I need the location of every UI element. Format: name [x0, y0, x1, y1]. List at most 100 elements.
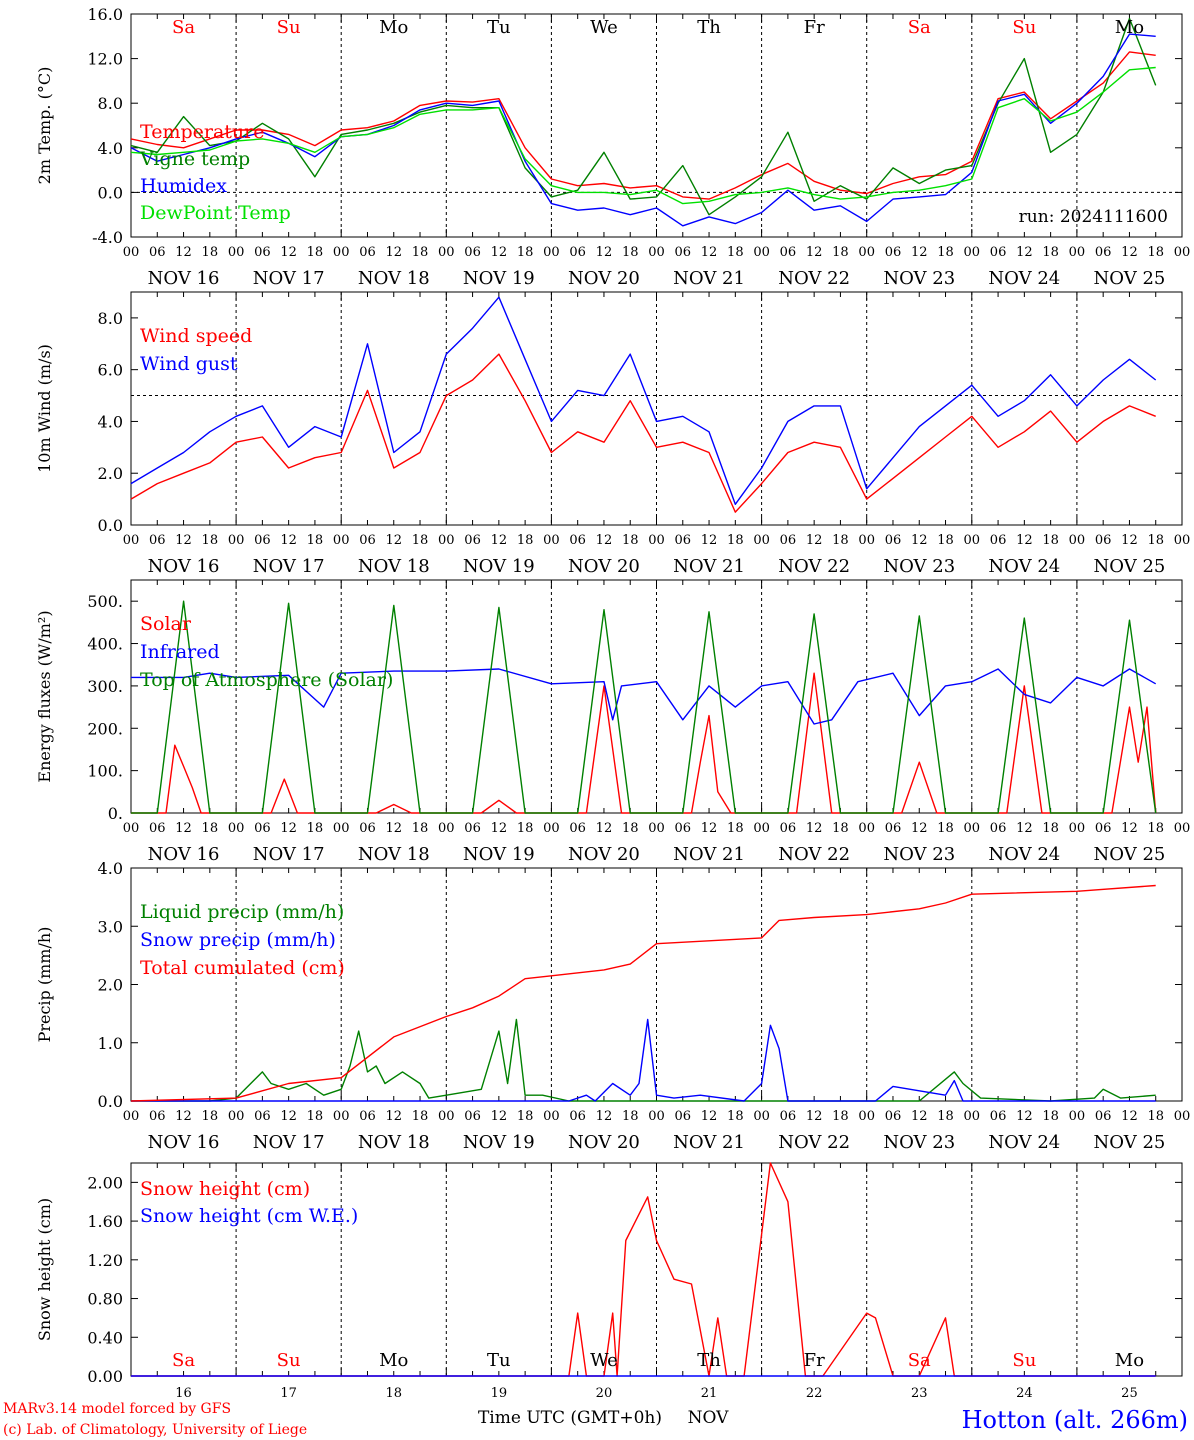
hour-tick-label: 00 [753, 245, 770, 260]
y-tick-label: 2.0 [98, 976, 123, 995]
footer: MARv3.14 model forced by GFS (c) Lab. of… [3, 1401, 1188, 1438]
day-number-label: 20 [596, 1386, 613, 1401]
date-label: NOV 24 [988, 268, 1060, 289]
hour-tick-label: 00 [228, 821, 245, 836]
hour-tick-label: 00 [1174, 1109, 1191, 1124]
date-label: NOV 19 [463, 556, 535, 577]
date-label: NOV 23 [883, 556, 955, 577]
hour-tick-label: 00 [648, 821, 665, 836]
hour-tick-label: 00 [1069, 245, 1086, 260]
hour-tick-label: 06 [885, 533, 902, 548]
weekday-label: Mo [1115, 1350, 1144, 1371]
hour-tick-label: 12 [806, 533, 823, 548]
y-tick-label: 4.0 [98, 859, 123, 878]
hour-tick-label: 12 [175, 821, 192, 836]
date-label: NOV 23 [883, 844, 955, 865]
hour-tick-label: 00 [1174, 533, 1191, 548]
hour-tick-label: 18 [517, 1109, 534, 1124]
hour-tick-label: 18 [622, 821, 639, 836]
hour-tick-label: 18 [622, 245, 639, 260]
hour-tick-label: 18 [1147, 821, 1164, 836]
hour-tick-label: 18 [412, 821, 429, 836]
date-label: NOV 24 [988, 844, 1060, 865]
date-label: NOV 19 [463, 1132, 535, 1153]
hour-tick-label: 06 [780, 533, 797, 548]
hour-tick-label: 12 [280, 821, 297, 836]
model-credit: MARv3.14 model forced by GFS [3, 1401, 231, 1417]
weekday-label: Fr [804, 17, 825, 38]
hour-tick-label: 06 [359, 533, 376, 548]
date-label: NOV 25 [1094, 556, 1166, 577]
series-line-3 [130, 33, 1156, 227]
hour-tick-label: 06 [569, 245, 586, 260]
hour-tick-label: 00 [438, 1109, 455, 1124]
hour-tick-label: 18 [727, 1109, 744, 1124]
hour-tick-label: 18 [727, 245, 744, 260]
date-label: NOV 21 [673, 844, 745, 865]
y-tick-label: 2.00 [87, 1173, 123, 1192]
date-label: NOV 23 [883, 268, 955, 289]
hour-tick-label: 06 [1095, 533, 1112, 548]
hour-tick-label: 12 [701, 533, 718, 548]
hour-tick-label: 12 [806, 1109, 823, 1124]
date-label: NOV 19 [463, 268, 535, 289]
legend-entry: Temperature [140, 121, 264, 143]
hour-tick-label: 12 [596, 821, 613, 836]
hour-tick-label: 12 [491, 1109, 508, 1124]
date-label: NOV 21 [673, 268, 745, 289]
hour-tick-label: 00 [964, 821, 981, 836]
hour-tick-label: 06 [885, 821, 902, 836]
date-label: NOV 19 [463, 844, 535, 865]
hour-tick-label: 00 [123, 533, 140, 548]
hour-tick-label: 12 [911, 533, 928, 548]
hour-tick-label: 00 [858, 821, 875, 836]
hour-tick-label: 00 [543, 1109, 560, 1124]
date-label: NOV 21 [673, 556, 745, 577]
y-tick-label: 0.0 [98, 1092, 123, 1111]
y-tick-label: 0. [108, 804, 123, 823]
hour-tick-label: 06 [1095, 245, 1112, 260]
legend-entry: Liquid precip (mm/h) [140, 901, 344, 923]
hour-tick-label: 06 [149, 821, 166, 836]
hour-tick-label: 12 [1016, 245, 1033, 260]
hour-tick-label: 00 [858, 245, 875, 260]
y-tick-label: 6.0 [98, 361, 123, 380]
legend-entry: DewPoint Temp [140, 202, 291, 224]
hour-tick-label: 06 [569, 821, 586, 836]
hour-tick-label: 06 [464, 245, 481, 260]
day-number-label: 16 [175, 1386, 192, 1401]
hour-tick-label: 12 [1121, 821, 1138, 836]
hour-tick-label: 00 [648, 1109, 665, 1124]
hour-tick-label: 06 [254, 533, 271, 548]
weekday-label: Su [1012, 17, 1036, 38]
hour-tick-label: 00 [964, 245, 981, 260]
hour-tick-label: 00 [1069, 1109, 1086, 1124]
hour-tick-label: 18 [832, 821, 849, 836]
hour-tick-label: 00 [333, 245, 350, 260]
weekday-label: Su [1012, 1350, 1036, 1371]
weekday-label: Tu [487, 17, 511, 38]
y-tick-label: 3.0 [98, 917, 123, 936]
hour-tick-label: 18 [832, 533, 849, 548]
series-line-2 [131, 668, 1157, 725]
y-tick-label: 2.0 [98, 464, 123, 483]
date-label: NOV 20 [568, 268, 640, 289]
hour-tick-label: 12 [1016, 533, 1033, 548]
weekday-label: Fr [804, 1350, 825, 1371]
hour-tick-label: 12 [911, 821, 928, 836]
hour-tick-label: 00 [228, 1109, 245, 1124]
y-tick-label: 0.40 [87, 1328, 123, 1347]
hour-tick-label: 00 [333, 821, 350, 836]
date-label: NOV 20 [568, 844, 640, 865]
weekday-label: Sa [908, 1350, 931, 1371]
y-axis-label: Snow height (cm) [35, 1198, 54, 1341]
hour-tick-label: 12 [385, 245, 402, 260]
hour-tick-label: 12 [1121, 1109, 1138, 1124]
hour-tick-label: 00 [648, 245, 665, 260]
panel-4: 0.0 1.0 2.0 3.0 4.0 Precip (mm/h) Liquid preci… [35, 859, 1190, 1153]
y-tick-label: 200. [87, 719, 123, 738]
date-label: NOV 16 [148, 556, 220, 577]
hour-tick-label: 18 [1147, 1109, 1164, 1124]
hour-tick-label: 00 [543, 533, 560, 548]
date-label: NOV 16 [148, 268, 220, 289]
